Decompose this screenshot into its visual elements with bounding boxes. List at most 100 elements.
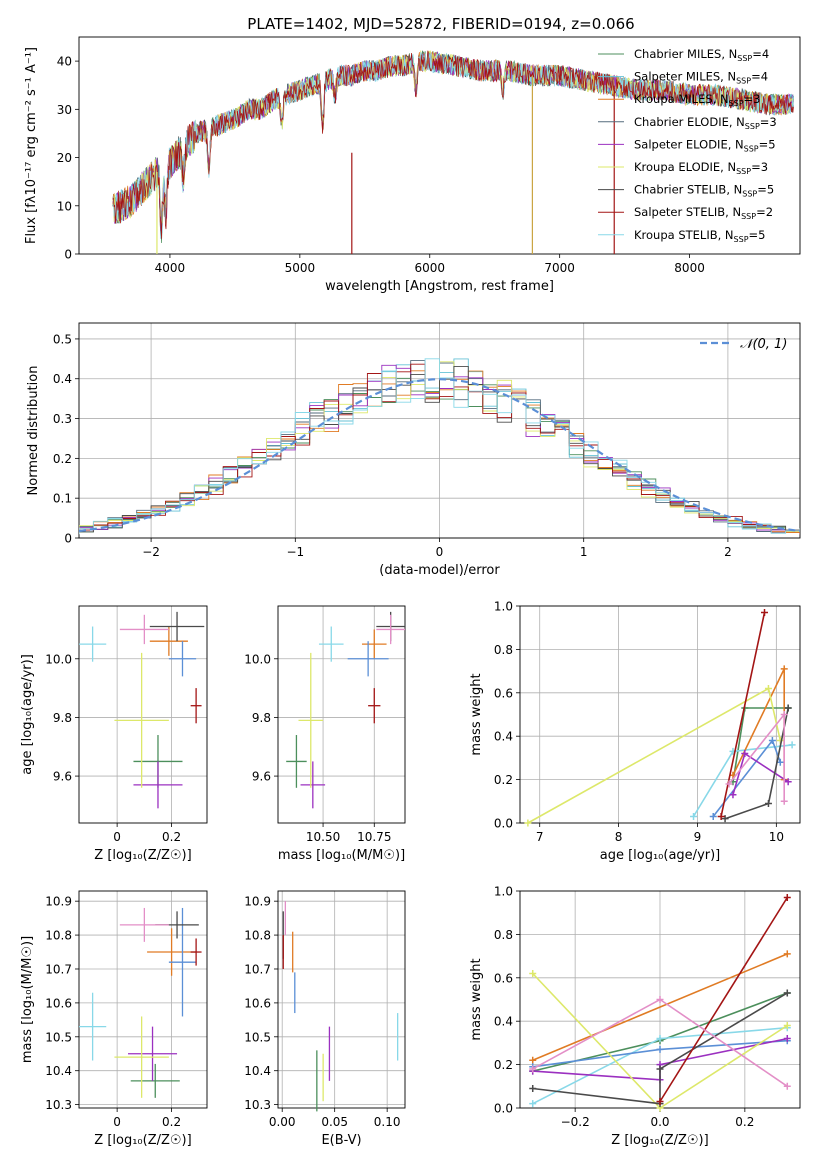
y-tick-label: 10.6 [244, 996, 271, 1010]
errorbar-point [79, 992, 107, 1061]
weight-marker [761, 609, 769, 617]
y-tick-label: 0.8 [494, 928, 513, 942]
x-tick-label: 4000 [155, 261, 186, 275]
y-tick-label: 10.6 [45, 996, 72, 1010]
x-tick-label: 6000 [414, 261, 445, 275]
y-tick-label: 0.6 [494, 971, 513, 985]
errorbar-point [128, 1026, 178, 1081]
axes-spectrum: 4000 5000 6000 7000 8000 0 10 20 30 40 wavelength … [24, 36, 801, 294]
errorbar-point [130, 1063, 180, 1098]
axes-frame [78, 890, 208, 1109]
y-tick-label: 10.8 [244, 929, 271, 943]
x-tick-label: 2 [724, 545, 732, 559]
errorbar-point [190, 688, 202, 724]
legend-entry: Kroupa STELIB, NSSP=5 [634, 228, 765, 244]
y-tick-label: 10.3 [45, 1098, 72, 1112]
y-tick-label: 10.4 [45, 1064, 72, 1078]
y-tick-label: 0.5 [53, 332, 72, 346]
axes-frame [78, 322, 801, 539]
errorbar-point [168, 907, 197, 1017]
x-tick-label: 0 [436, 545, 444, 559]
weight-marker [780, 665, 788, 673]
x-tick-label: −0.2 [561, 1115, 590, 1129]
x-axis-label: (data-model)/error [379, 563, 500, 578]
weight-marker [656, 1045, 664, 1053]
y-axis-label: Normed distribution [26, 366, 41, 496]
weight-marker [783, 1035, 791, 1043]
x-tick-label: −1 [286, 545, 304, 559]
x-tick-label: 0.2 [162, 1115, 181, 1129]
y-tick-label: 0 [64, 532, 72, 546]
errorbar-points [282, 901, 399, 1112]
axes-mass_vs_ebv: 0.00 0.05 0.10 10.3 10.4 10.5 10.6 10.7 10.8 10.9… [244, 890, 406, 1148]
y-tick-label: 10.4 [244, 1064, 271, 1078]
weight-marker [709, 812, 717, 820]
weight-marker [783, 894, 791, 902]
y-tick-label: 10 [57, 199, 72, 213]
weight-marker [780, 797, 788, 805]
figure-title: PLATE=1402, MJD=52872, FIBERID=0194, z=0… [247, 15, 634, 33]
errorbar-points [79, 907, 202, 1098]
weight-marker [529, 1056, 537, 1064]
spectrum-lines [112, 50, 794, 254]
x-tick-label: 8 [615, 830, 623, 844]
weight-marker [529, 1100, 537, 1108]
x-tick-label: 0.00 [269, 1115, 296, 1129]
errorbar-points [79, 611, 205, 809]
axes-frame [78, 36, 801, 255]
errorbar-point [119, 907, 169, 942]
weight-marker [783, 989, 791, 997]
x-tick-label: 0.2 [735, 1115, 754, 1129]
y-tick-label: 9.6 [53, 770, 72, 784]
weight-marker [524, 819, 532, 827]
x-axis-label: Z [log₁₀(Z/Z☉)] [94, 1133, 191, 1148]
errorbar-point [79, 626, 107, 662]
y-tick-label: 10.0 [45, 652, 72, 666]
weight-lines [529, 894, 791, 1112]
legend-entry: Salpeter STELIB, NSSP=2 [634, 205, 773, 221]
legend-entry: Salpeter ELODIE, NSSP=5 [634, 137, 776, 153]
x-axis-label: Z [log₁₀(Z/Z☉)] [94, 848, 191, 863]
errorbar-points [286, 611, 405, 809]
errorbar-point [119, 614, 169, 645]
y-tick-label: 10.9 [45, 895, 72, 909]
axes-weight_vs_Z: −0.2 0.0 0.2 0.0 0.2 0.4 0.6 0.8 1.0 Z [log₁₀(Z/Z… [469, 885, 801, 1148]
weight-marker [783, 1022, 791, 1030]
weight-marker [776, 758, 784, 766]
spectrum-legend: Chabrier MILES, NSSP=4 Salpeter MILES, NS… [598, 47, 777, 244]
y-axis-label: mass weight [469, 673, 484, 755]
weight-marker [783, 950, 791, 958]
y-tick-label: 0.4 [494, 1015, 513, 1029]
weight-marker [768, 737, 776, 745]
x-tick-label: 7000 [544, 261, 575, 275]
y-tick-label: 10.0 [244, 652, 271, 666]
weight-lines [524, 609, 796, 827]
weight-marker [656, 1035, 664, 1043]
x-tick-label: 0.05 [321, 1115, 348, 1129]
axes-frame [277, 605, 406, 824]
y-tick-label: 0.1 [53, 492, 72, 506]
weight-marker [780, 711, 788, 718]
y-tick-label: 1.0 [494, 885, 513, 899]
x-axis-label: age [log₁₀(age/yr)] [600, 848, 721, 863]
x-tick-label: 0.0 [650, 1115, 669, 1129]
errorbar-point [149, 626, 188, 656]
y-tick-label: 0.2 [53, 452, 72, 466]
weight-marker [784, 704, 792, 712]
errorbar-point [368, 688, 381, 724]
y-tick-label: 0.2 [494, 773, 513, 787]
weight-marker [656, 996, 664, 1003]
errorbar-point [298, 652, 324, 788]
y-tick-label: 1.0 [494, 600, 513, 614]
x-tick-label: 5000 [285, 261, 316, 275]
errorbar-point [147, 928, 197, 976]
x-tick-label: 7 [536, 830, 544, 844]
weight-series-7 [720, 612, 766, 817]
y-tick-label: 0.2 [494, 1058, 513, 1072]
y-tick-label: 0.4 [53, 372, 72, 386]
y-tick-label: 10.7 [45, 962, 72, 976]
y-tick-label: 0.3 [53, 412, 72, 426]
x-tick-label: 8000 [674, 261, 705, 275]
axes-residuals: −2 −1 0 1 2 0 0.1 0.2 0.3 0.4 0.5 (data-model)/erro… [26, 322, 801, 578]
